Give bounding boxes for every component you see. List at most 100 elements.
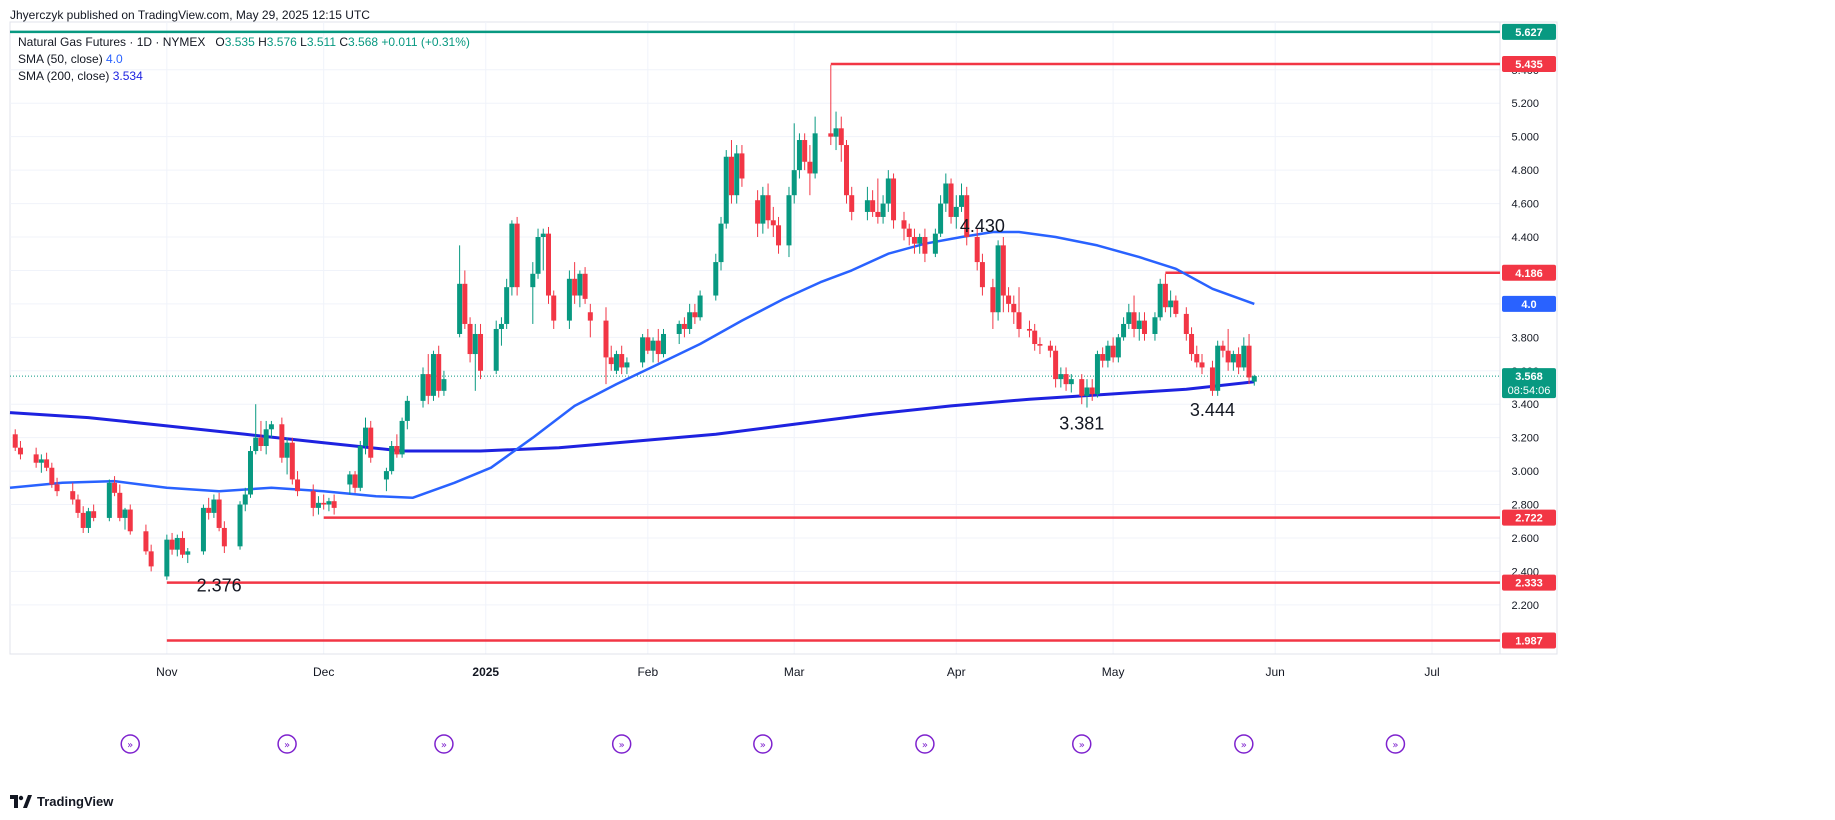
level-price-tag-bg (1502, 632, 1556, 649)
candle-body (776, 225, 782, 246)
candle-body (1141, 320, 1147, 334)
candle-body (1241, 345, 1247, 368)
candle-body (75, 499, 81, 513)
candle-body (713, 262, 719, 296)
candle-body (1131, 312, 1137, 329)
candle-body (770, 220, 776, 226)
candle-body (1194, 354, 1200, 363)
candle-body (577, 273, 583, 296)
candle-body (655, 340, 661, 355)
event-icon[interactable] (1072, 734, 1092, 754)
candle-body (619, 354, 625, 368)
level-price-tag: 2.333 (1515, 578, 1543, 590)
sma200-label: SMA (200, close) (18, 69, 110, 83)
sma200-value: 3.534 (112, 69, 143, 83)
candle-body (1037, 344, 1043, 346)
y-tick-label: 2.200 (1511, 600, 1539, 612)
candle-body (791, 170, 797, 196)
candle-body (802, 140, 808, 162)
close-value: 3.568 (348, 35, 379, 49)
event-icon[interactable] (1385, 734, 1406, 754)
x-tick-label: May (1102, 665, 1125, 679)
candle-body (242, 494, 248, 505)
candle-body (906, 228, 912, 238)
candle-body (12, 434, 18, 448)
x-tick-label: Nov (156, 665, 177, 679)
y-tick-label: 5.200 (1511, 98, 1539, 110)
candle-body (1105, 345, 1111, 361)
candle-body (979, 262, 985, 288)
y-tick-label: 2.600 (1511, 533, 1539, 545)
candle-body (1162, 283, 1168, 308)
candle-body (221, 527, 227, 547)
low-label: L (300, 35, 307, 49)
candle-body (106, 482, 112, 518)
candle-body (1168, 300, 1174, 308)
candle-body (112, 482, 118, 493)
event-icon-glyph: » (922, 740, 928, 751)
candle-body (368, 427, 374, 458)
candle-body (948, 183, 954, 217)
candle-body (430, 354, 436, 396)
candle-body (326, 501, 332, 505)
change-value: +0.011 (+0.31%) (381, 35, 470, 49)
event-icon[interactable] (120, 734, 140, 754)
candle-body (587, 312, 593, 321)
event-icon[interactable] (277, 734, 297, 754)
event-icon[interactable] (1234, 734, 1254, 754)
candle-body (833, 128, 839, 137)
y-tick-label: 4.800 (1511, 165, 1539, 177)
candle-body (425, 374, 431, 396)
event-icon[interactable] (915, 734, 935, 754)
candle-body (786, 195, 792, 246)
candle-body (901, 220, 907, 229)
candle-body (247, 451, 253, 495)
event-icon-glyph: » (441, 740, 447, 751)
x-tick-label: Mar (784, 665, 805, 679)
candle-body (1183, 313, 1189, 334)
candle-body (514, 223, 520, 288)
candle-body (117, 492, 123, 518)
candle-body (33, 454, 39, 463)
event-icon[interactable] (611, 734, 632, 754)
candle-body (943, 183, 949, 204)
candle-body (661, 333, 667, 355)
price-annotation: 4.430 (960, 216, 1005, 236)
candle-body (289, 442, 295, 480)
level-price-tag: 5.435 (1515, 59, 1543, 71)
candle-body (828, 133, 834, 137)
candle-body (1047, 345, 1053, 351)
candle-body (399, 420, 405, 455)
candle-body (572, 278, 578, 296)
sma50-row[interactable]: SMA (50, close) 4.0 (18, 51, 470, 68)
candle-body (681, 323, 687, 329)
candle-body (1100, 354, 1106, 361)
candle-body (739, 153, 745, 179)
candle-body (1220, 345, 1226, 351)
sma200-row[interactable]: SMA (200, close) 3.534 (18, 68, 470, 85)
event-icon-glyph: » (760, 740, 766, 751)
candle-body (1215, 345, 1221, 391)
x-tick-label: Feb (637, 665, 658, 679)
candle-body (268, 424, 274, 430)
candle-body (1251, 376, 1257, 382)
candle-body (1053, 350, 1059, 380)
event-icon-glyph: » (1392, 740, 1398, 751)
level-price-tag: 2.722 (1515, 513, 1543, 525)
candle-body (263, 429, 269, 447)
event-icon[interactable] (753, 734, 773, 754)
candle-body (891, 178, 897, 221)
candle-body (728, 156, 734, 196)
candle-body (953, 206, 959, 217)
footer-brand[interactable]: TradingView (10, 794, 113, 809)
candle-body (462, 283, 468, 324)
candle-body (864, 200, 870, 212)
candle-body (127, 509, 133, 532)
chart-legend: Natural Gas Futures · 1D · NYMEX O3.535 … (18, 34, 470, 85)
event-icon[interactable] (434, 734, 454, 754)
candle-body (394, 446, 400, 455)
candle-body (1094, 354, 1100, 395)
candle-body (650, 340, 656, 351)
candle-body (911, 237, 917, 244)
